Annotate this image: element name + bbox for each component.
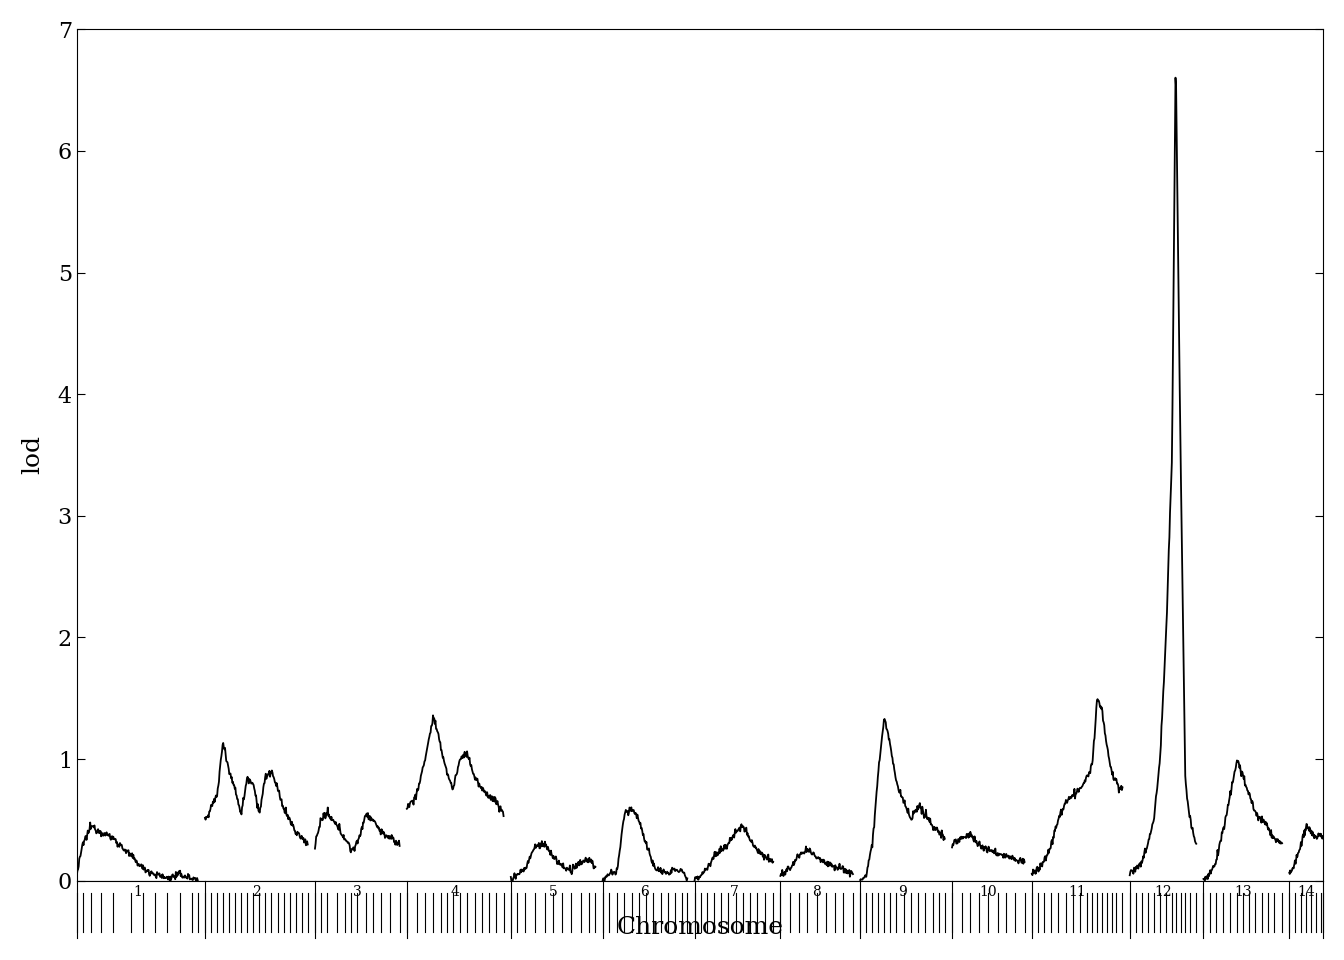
Y-axis label: lod: lod bbox=[22, 436, 44, 474]
X-axis label: Chromosome: Chromosome bbox=[617, 916, 784, 939]
